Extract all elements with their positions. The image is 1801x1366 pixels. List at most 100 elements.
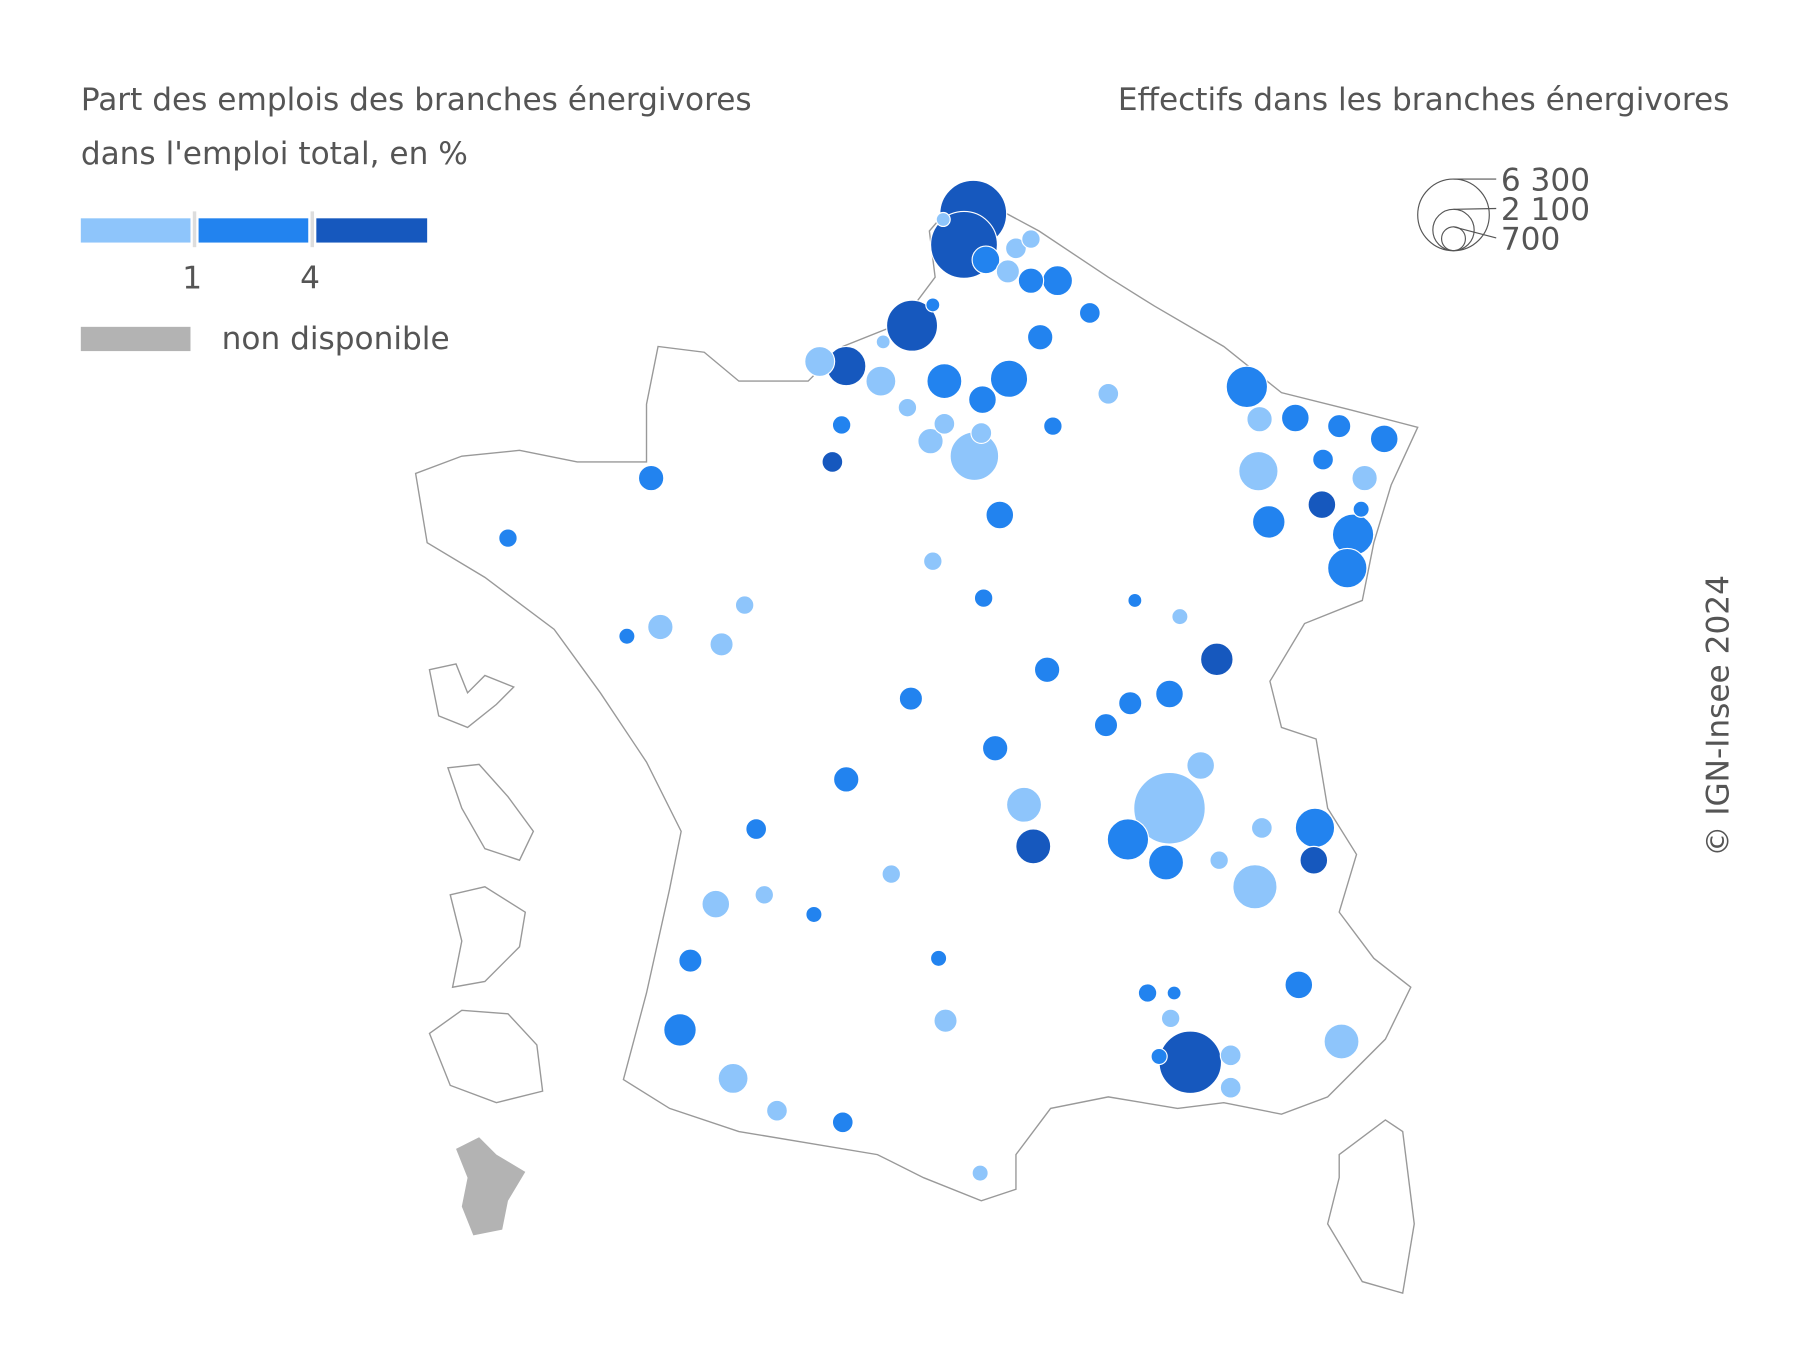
bubble (766, 1099, 788, 1122)
bubble (745, 818, 768, 841)
bubble (897, 397, 918, 418)
legend: Part des emplois des branches énergivore… (80, 82, 1736, 857)
bubble (678, 948, 703, 973)
bubble (917, 427, 944, 455)
corse (1326, 1119, 1415, 1295)
bubble (1147, 844, 1185, 881)
bubble (1005, 786, 1043, 823)
bubble (995, 259, 1021, 284)
bubble (1106, 818, 1150, 861)
bubble (898, 686, 924, 711)
bubble (923, 551, 943, 572)
bubble (1171, 607, 1189, 626)
bubble (637, 464, 665, 492)
bubble (805, 905, 823, 924)
bubble (881, 864, 902, 884)
bubble (1219, 1076, 1242, 1099)
bubble (929, 949, 948, 967)
bubble (618, 627, 636, 645)
bubble (1160, 1008, 1181, 1029)
bubble (1186, 751, 1216, 780)
bubble (831, 415, 852, 435)
color-swatch (198, 218, 309, 243)
missing-label: non disponible (222, 321, 450, 357)
bubble (973, 588, 994, 608)
legend-title: Part des emplois des branches énergivore… (81, 82, 752, 118)
bubble (1280, 403, 1310, 433)
bubble (981, 734, 1009, 762)
bubble (831, 1111, 854, 1134)
bubble (933, 412, 956, 435)
bubble (1133, 771, 1206, 845)
bubble (1166, 985, 1182, 1001)
bubble (1021, 229, 1041, 249)
missing-swatch (80, 326, 191, 352)
bubble (821, 450, 844, 473)
reunion (428, 1009, 544, 1104)
size-legend-title: Effectifs dans les branches énergivores (1118, 82, 1730, 118)
bubble (804, 345, 836, 378)
bubble (1225, 365, 1269, 409)
bubble (926, 363, 963, 400)
bubble (717, 1062, 749, 1094)
bubble (1284, 970, 1314, 1000)
bubble (925, 297, 941, 313)
bubble (1004, 237, 1027, 260)
bubble (885, 299, 939, 352)
copyright: © IGN-Insee 2024 (1700, 575, 1736, 857)
size-key-label: 6 300 (1501, 163, 1590, 199)
bubble (1093, 712, 1119, 738)
bubble (1299, 845, 1329, 875)
bubble (1323, 1023, 1360, 1060)
bubbles (498, 179, 1399, 1182)
bubble (933, 1008, 958, 1033)
bubble (663, 1013, 697, 1047)
bubble (701, 889, 731, 919)
bubble (709, 632, 734, 657)
bubble (968, 385, 997, 414)
bubble (1238, 450, 1279, 492)
bubble (832, 766, 860, 793)
bubble (865, 365, 897, 397)
bubble (1118, 691, 1143, 716)
bubble (985, 500, 1015, 530)
guadeloupe (428, 663, 515, 729)
guyane (449, 886, 527, 989)
bubble (935, 211, 951, 228)
bubble (1015, 828, 1052, 865)
bubble (1209, 850, 1229, 871)
mayotte (456, 1137, 526, 1236)
bubble (1312, 448, 1335, 471)
bubble (1351, 464, 1378, 492)
size-key-leader (1453, 226, 1497, 239)
bubble (1219, 1044, 1242, 1067)
bubble (1327, 413, 1352, 439)
color-swatch (316, 218, 428, 243)
bubble (1150, 1047, 1168, 1066)
bubble (1137, 983, 1158, 1003)
bubble (1232, 864, 1278, 910)
bubble (647, 613, 674, 641)
bubble (1078, 302, 1101, 324)
bubble (1043, 416, 1063, 436)
size-key-leader (1453, 207, 1497, 210)
bubble (1369, 424, 1399, 454)
bubble (875, 334, 891, 350)
bubble (754, 885, 775, 905)
bubble (734, 595, 755, 615)
bubble (1352, 500, 1370, 518)
bubble (1026, 323, 1054, 351)
bubble (1158, 1030, 1223, 1095)
bubble (971, 245, 1001, 275)
bubble (1250, 816, 1273, 839)
size-key (1417, 178, 1490, 252)
color-swatch (80, 218, 191, 243)
bubble (1127, 592, 1143, 609)
bubble (1294, 807, 1336, 849)
bubble (1307, 490, 1337, 520)
bubble (1199, 642, 1234, 677)
bubble (1251, 505, 1286, 539)
bubble (1017, 267, 1045, 294)
bubble (970, 422, 993, 445)
